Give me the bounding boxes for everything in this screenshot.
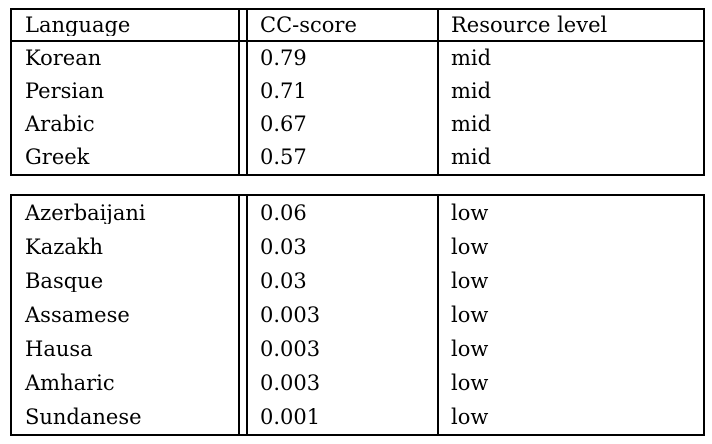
language-cell: Arabic <box>25 114 95 135</box>
language-cell: Basque <box>25 270 104 292</box>
language-cell: Assamese <box>25 304 130 326</box>
resource-level-cell: low <box>451 304 489 326</box>
resource-level-cell: low <box>451 338 489 360</box>
resource-level-cell: low <box>451 406 489 428</box>
language-cell: Kazakh <box>25 236 104 258</box>
single-rule-divider <box>437 10 439 40</box>
single-rule-divider <box>437 42 439 75</box>
cc-score-cell: 0.79 <box>260 48 307 69</box>
header-language: Language <box>25 14 131 36</box>
language-cell: Sundanese <box>25 406 142 428</box>
double-rule-divider <box>238 332 248 366</box>
double-rule-divider <box>238 42 248 75</box>
cc-score-cell: 0.003 <box>260 372 321 394</box>
single-rule-divider <box>437 264 439 298</box>
double-rule-divider <box>238 366 248 400</box>
single-rule-divider <box>437 141 439 174</box>
double-rule-divider <box>238 230 248 264</box>
table-row: Korean 0.79 mid <box>12 42 703 75</box>
table-row: Assamese 0.003 low <box>12 298 703 332</box>
double-rule-divider <box>238 298 248 332</box>
language-cell: Persian <box>25 81 105 102</box>
single-rule-divider <box>437 366 439 400</box>
double-rule-divider <box>238 400 248 434</box>
resource-level-cell: mid <box>451 81 492 102</box>
table-row: Hausa 0.003 low <box>12 332 703 366</box>
table-row: Azerbaijani 0.06 low <box>12 196 703 230</box>
resource-level-cell: mid <box>451 48 492 69</box>
resource-level-cell: mid <box>451 147 492 168</box>
single-rule-divider <box>437 298 439 332</box>
language-cell: Azerbaijani <box>25 202 146 224</box>
single-rule-divider <box>437 400 439 434</box>
cc-score-cell: 0.67 <box>260 114 307 135</box>
table-header-row: Language CC-score Resource level <box>12 10 703 42</box>
table-row: Persian 0.71 mid <box>12 75 703 108</box>
double-rule-divider <box>238 264 248 298</box>
resource-level-cell: low <box>451 270 489 292</box>
table-row: Sundanese 0.001 low <box>12 400 703 434</box>
single-rule-divider <box>437 75 439 108</box>
table-row: Basque 0.03 low <box>12 264 703 298</box>
single-rule-divider <box>437 108 439 141</box>
cc-score-cell: 0.003 <box>260 338 321 360</box>
mid-resource-table: Language CC-score Resource level Korean … <box>10 8 705 176</box>
cc-score-cell: 0.06 <box>260 202 307 224</box>
table-row: Arabic 0.67 mid <box>12 108 703 141</box>
resource-level-cell: low <box>451 236 489 258</box>
cc-score-cell: 0.03 <box>260 236 307 258</box>
cc-score-cell: 0.57 <box>260 147 307 168</box>
single-rule-divider <box>437 196 439 230</box>
language-cell: Korean <box>25 48 102 69</box>
cc-score-cell: 0.71 <box>260 81 307 102</box>
header-resource-level: Resource level <box>451 14 608 36</box>
cc-score-cell: 0.003 <box>260 304 321 326</box>
single-rule-divider <box>437 230 439 264</box>
header-cc-score: CC-score <box>260 14 357 36</box>
table-row: Kazakh 0.03 low <box>12 230 703 264</box>
double-rule-divider <box>238 141 248 174</box>
cc-score-cell: 0.03 <box>260 270 307 292</box>
language-cell: Amharic <box>25 372 115 394</box>
double-rule-divider <box>238 75 248 108</box>
double-rule-divider <box>238 10 248 40</box>
language-cell: Hausa <box>25 338 93 360</box>
resource-level-cell: low <box>451 202 489 224</box>
resource-level-cell: mid <box>451 114 492 135</box>
table-row: Greek 0.57 mid <box>12 141 703 174</box>
single-rule-divider <box>437 332 439 366</box>
cc-score-cell: 0.001 <box>260 406 321 428</box>
resource-level-cell: low <box>451 372 489 394</box>
double-rule-divider <box>238 196 248 230</box>
low-resource-table: Azerbaijani 0.06 low Kazakh 0.03 low Bas… <box>10 194 705 436</box>
table-row: Amharic 0.003 low <box>12 366 703 400</box>
double-rule-divider <box>238 108 248 141</box>
language-cell: Greek <box>25 147 90 168</box>
